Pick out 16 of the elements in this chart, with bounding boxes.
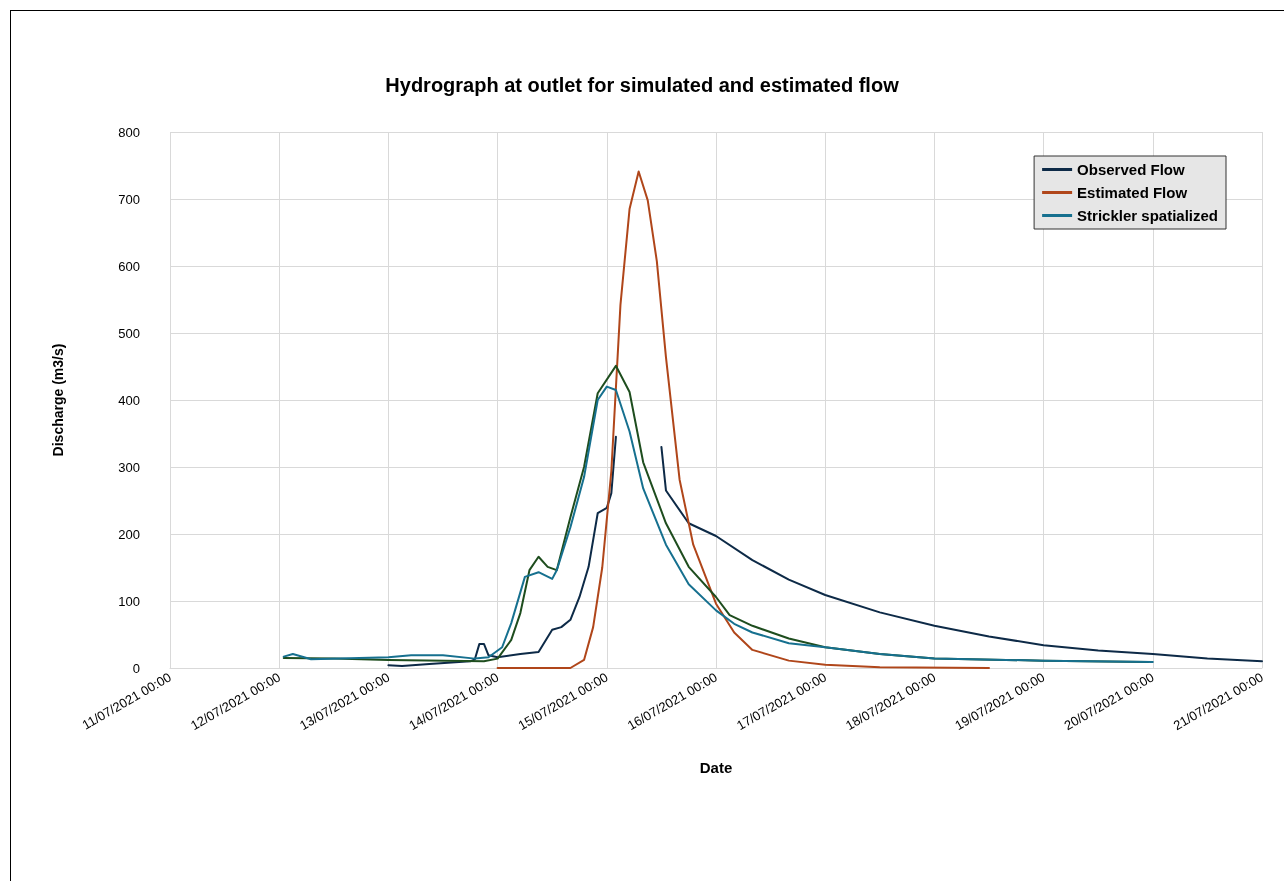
- y-tick-label: 700: [118, 191, 140, 207]
- y-tick-label: 300: [118, 459, 140, 475]
- y-tick-label: 200: [118, 526, 140, 542]
- x-axis-title: Date: [699, 759, 733, 776]
- y-axis-title: Discharge (m3/s): [50, 343, 66, 457]
- y-tick-label: 400: [118, 392, 140, 408]
- y-tick-label: 100: [118, 593, 140, 609]
- chart-title: Hydrograph at outlet for simulated and estimated flow: [385, 74, 900, 96]
- legend-label: Observed Flow: [1077, 161, 1185, 178]
- line-series: [496, 170, 990, 669]
- y-tick-label: 600: [118, 258, 140, 274]
- legend-label: Estimated Flow: [1077, 184, 1188, 201]
- y-tick-label: 500: [118, 325, 140, 341]
- y-tick-label: 0: [132, 660, 140, 676]
- legend-label: Strickler spatialized: [1077, 207, 1219, 224]
- y-tick-label: 800: [118, 124, 140, 140]
